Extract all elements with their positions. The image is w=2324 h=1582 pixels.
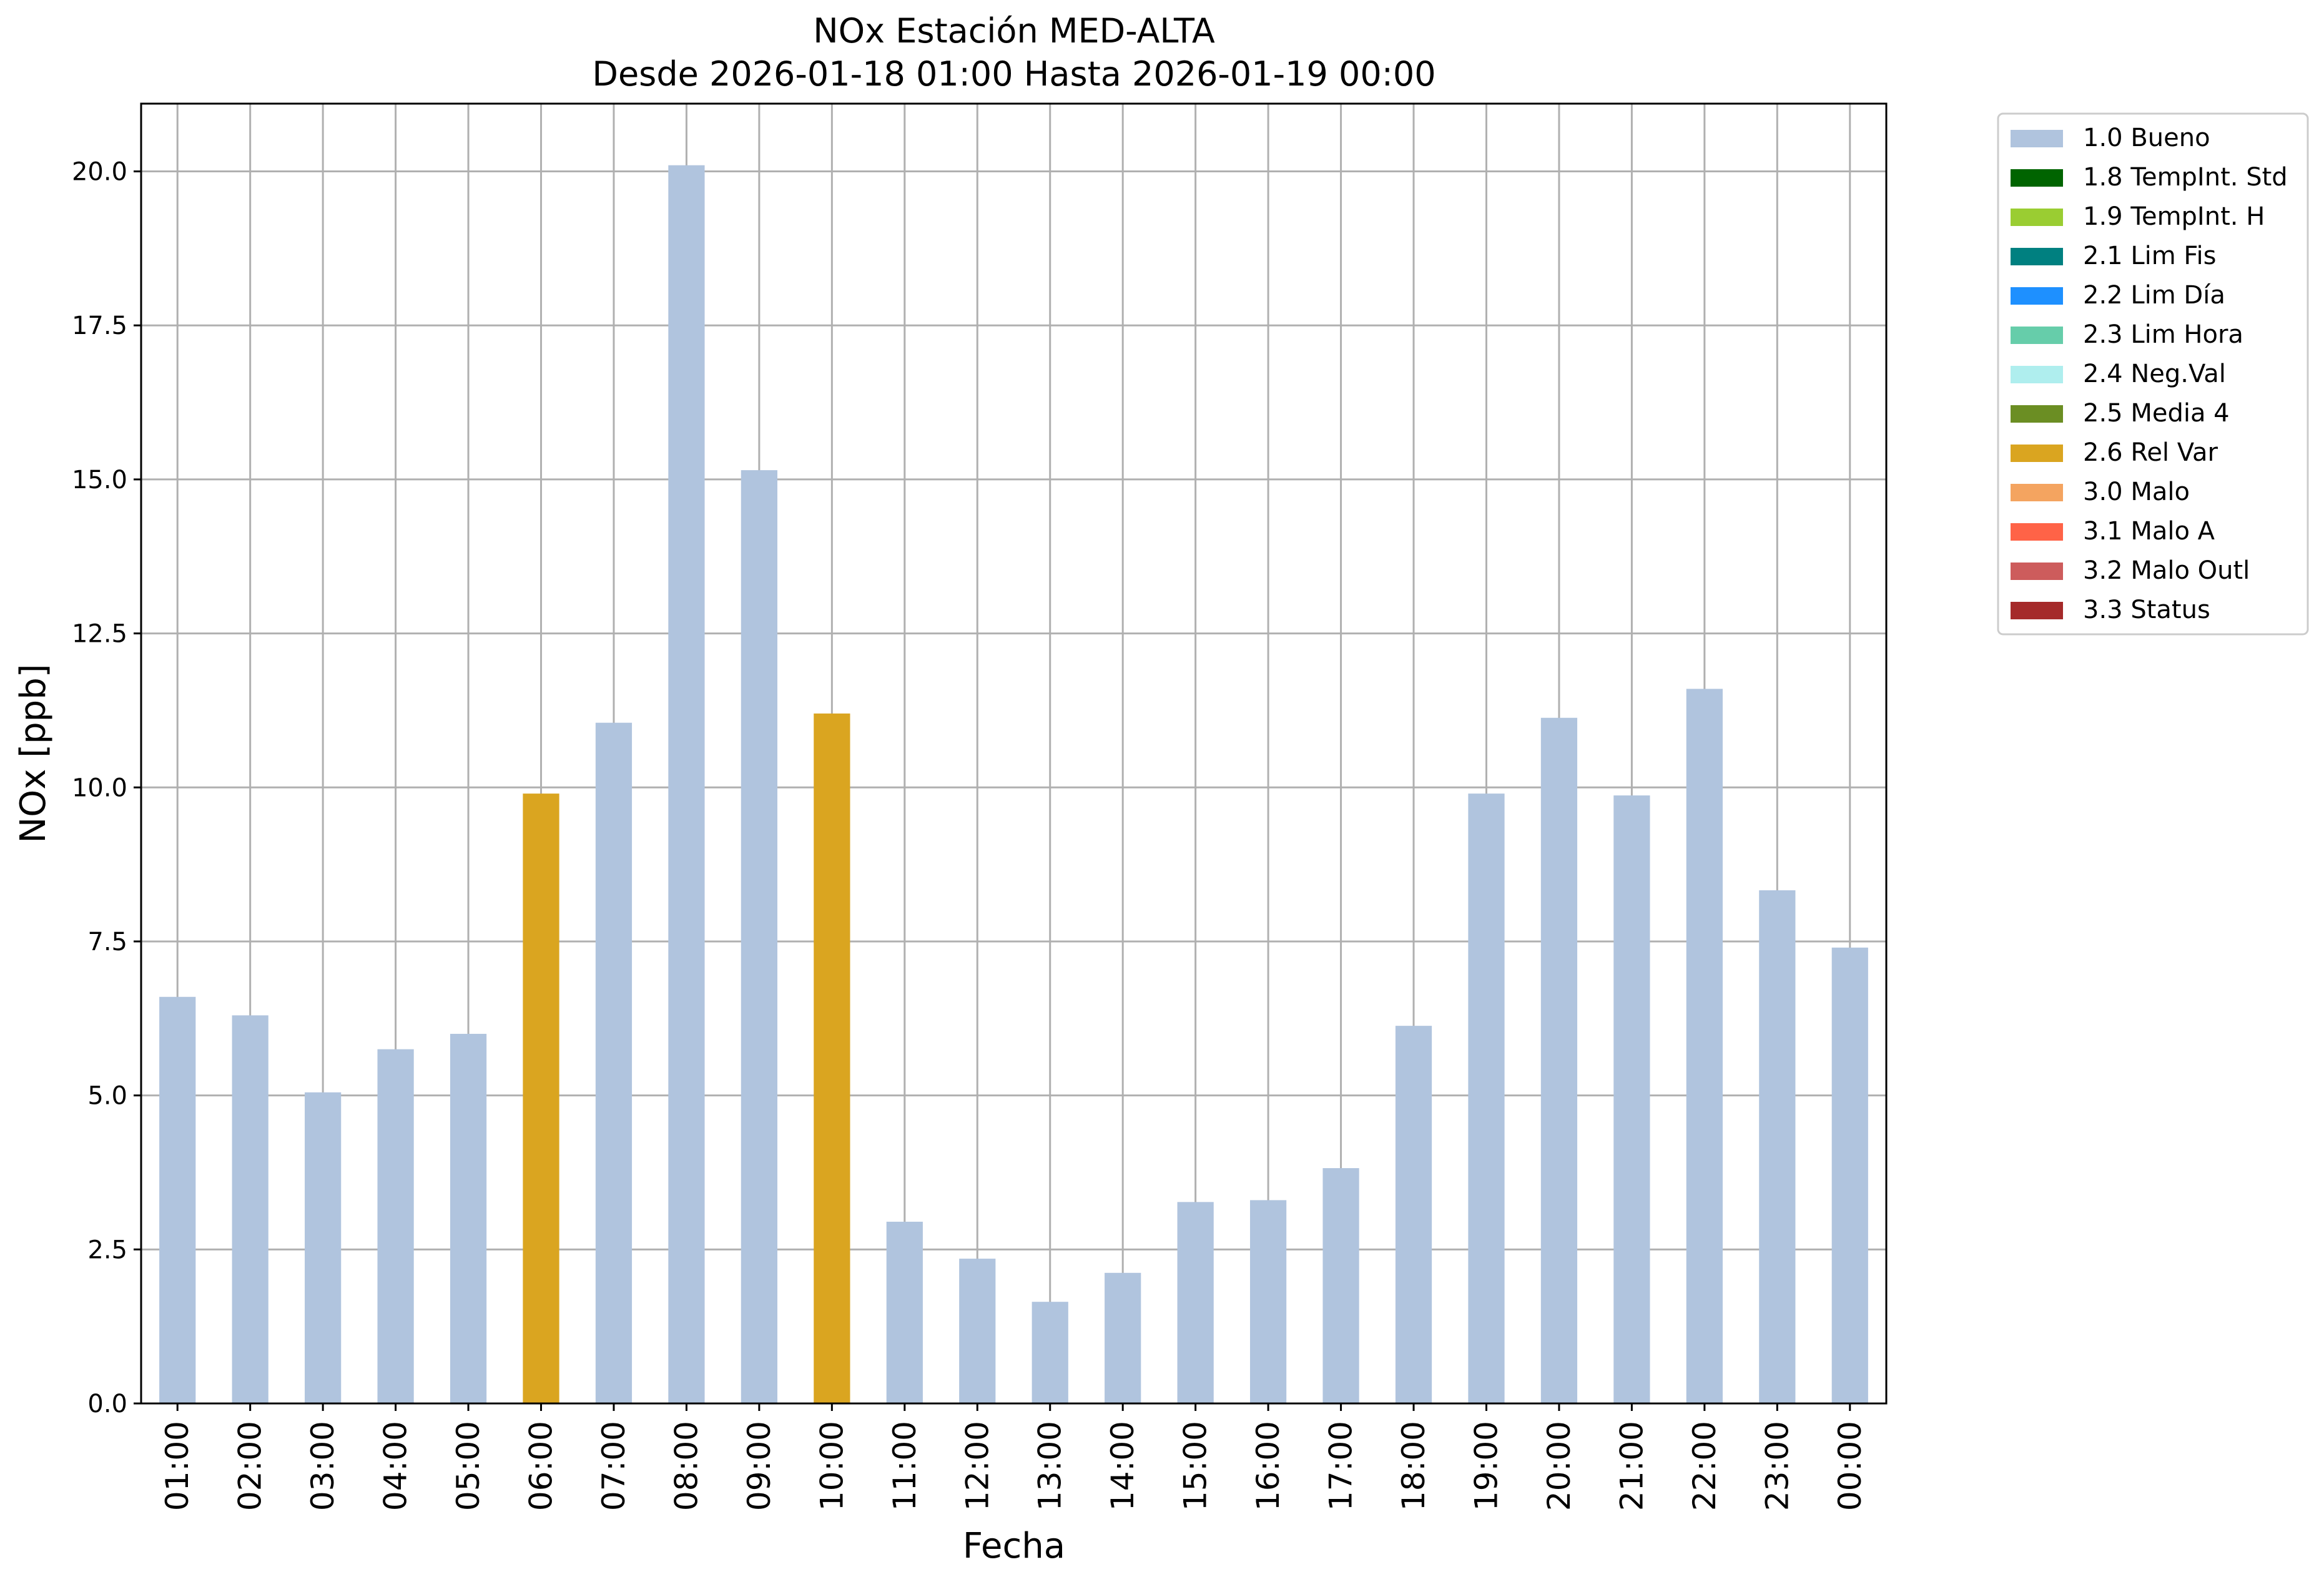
x-tick-label: 21:00 (1613, 1421, 1650, 1511)
y-tick-label: 15.0 (72, 466, 127, 494)
legend-label: 1.9 TempInt. H (2083, 202, 2265, 231)
legend-swatch (2011, 130, 2063, 147)
legend-label: 2.2 Lim Día (2083, 281, 2225, 310)
x-tick-label: 13:00 (1032, 1421, 1068, 1511)
legend-frame (1997, 112, 2309, 636)
x-tick-label: 14:00 (1105, 1421, 1141, 1511)
legend: 1.0 Bueno 1.8 TempInt. Std 1.9 TempInt. H 2… (1997, 112, 2309, 636)
legend-label: 2.3 Lim Hora (2083, 320, 2243, 349)
y-tick-label: 17.5 (72, 312, 127, 340)
x-tick-label: 18:00 (1396, 1421, 1432, 1511)
legend-label: 2.4 Neg.Val (2083, 360, 2226, 388)
legend-swatch (2011, 248, 2063, 265)
x-tick-label: 23:00 (1759, 1421, 1795, 1511)
x-tick-label: 01:00 (159, 1421, 195, 1511)
x-tick-label: 17:00 (1323, 1421, 1359, 1511)
bar-08:00 (668, 165, 705, 1403)
bar-16:00 (1249, 1200, 1287, 1403)
legend-label: 3.3 Status (2083, 596, 2210, 624)
legend-swatch (2011, 327, 2063, 344)
bar-04:00 (377, 1049, 414, 1403)
x-tick-label: 19:00 (1468, 1421, 1504, 1511)
y-tick-label: 0.0 (87, 1390, 127, 1418)
x-tick-label: 09:00 (741, 1421, 777, 1511)
bar-01:00 (159, 996, 196, 1403)
x-tick-label: 07:00 (596, 1421, 632, 1511)
bar-02:00 (232, 1015, 268, 1403)
x-tick-label: 22:00 (1686, 1421, 1723, 1511)
bar-19:00 (1468, 793, 1505, 1403)
bar-10:00 (814, 713, 850, 1403)
bar-14:00 (1105, 1272, 1141, 1403)
chart-title: NOx Estación MED-ALTA (813, 11, 1215, 51)
bar-22:00 (1686, 689, 1723, 1403)
bar-09:00 (741, 470, 778, 1403)
x-tick-label: 16:00 (1250, 1421, 1286, 1511)
y-tick-label: 2.5 (87, 1236, 127, 1264)
bar-23:00 (1759, 890, 1796, 1403)
bar-18:00 (1395, 1026, 1432, 1403)
x-tick-label: 12:00 (959, 1421, 995, 1511)
y-axis-ticks: 0.0 2.5 5.0 7.5 10.0 12.5 15.0 17.5 20.0 (72, 158, 141, 1418)
bar-00:00 (1831, 947, 1868, 1403)
x-tick-label: 02:00 (232, 1421, 268, 1511)
x-axis-label: Fecha (963, 1526, 1065, 1566)
x-tick-label: 06:00 (523, 1421, 559, 1511)
legend-swatch (2011, 602, 2063, 619)
bar-03:00 (305, 1092, 342, 1403)
legend-label: 3.2 Malo Outl (2083, 556, 2250, 585)
bar-15:00 (1177, 1202, 1214, 1403)
x-axis-ticks: 01:00 02:00 03:00 04:00 05:00 06:00 07:00 08:00… (159, 1403, 1868, 1511)
x-tick-label: 00:00 (1832, 1421, 1868, 1511)
bars (159, 165, 1868, 1403)
legend-label: 3.1 Malo A (2083, 517, 2215, 546)
x-tick-label: 20:00 (1541, 1421, 1577, 1511)
bar-07:00 (595, 722, 633, 1403)
bar-13:00 (1032, 1302, 1068, 1403)
plot-frame (140, 102, 1888, 1405)
chart-subtitle: Desde 2026-01-18 01:00 Hasta 2026-01-19 … (592, 54, 1435, 94)
legend-swatch (2011, 484, 2063, 501)
y-tick-label: 5.0 (87, 1082, 127, 1111)
legend-label: 3.0 Malo (2083, 478, 2190, 506)
legend-swatch (2011, 523, 2063, 541)
bar-12:00 (959, 1259, 996, 1403)
legend-label: 2.5 Media 4 (2083, 399, 2230, 428)
legend-swatch (2011, 563, 2063, 580)
bar-11:00 (886, 1221, 923, 1403)
bar-05:00 (450, 1033, 487, 1403)
y-tick-label: 10.0 (72, 774, 127, 802)
legend-swatch (2011, 405, 2063, 423)
y-tick-label: 12.5 (72, 620, 127, 649)
x-tick-label: 03:00 (305, 1421, 341, 1511)
x-tick-label: 11:00 (887, 1421, 923, 1511)
y-axis-label: NOx [ppb] (13, 664, 54, 843)
legend-swatch (2011, 209, 2063, 226)
legend-label: 2.1 Lim Fis (2083, 242, 2216, 270)
bar-17:00 (1322, 1168, 1359, 1403)
x-tick-label: 10:00 (814, 1421, 850, 1511)
legend-label: 1.8 TempInt. Std (2083, 163, 2288, 192)
legend-label: 1.0 Bueno (2083, 124, 2210, 152)
x-tick-label: 15:00 (1178, 1421, 1214, 1511)
legend-swatch (2011, 287, 2063, 305)
x-tick-label: 05:00 (450, 1421, 486, 1511)
legend-swatch (2011, 169, 2063, 187)
bar-06:00 (523, 793, 559, 1403)
bar-20:00 (1540, 717, 1578, 1403)
legend-swatch (2011, 445, 2063, 462)
legend-swatch (2011, 366, 2063, 383)
x-tick-label: 08:00 (668, 1421, 704, 1511)
bar-21:00 (1613, 795, 1650, 1403)
legend-label: 2.6 Rel Var (2083, 438, 2218, 467)
y-tick-label: 20.0 (72, 158, 127, 187)
y-tick-label: 7.5 (87, 928, 127, 956)
x-tick-label: 04:00 (378, 1421, 414, 1511)
